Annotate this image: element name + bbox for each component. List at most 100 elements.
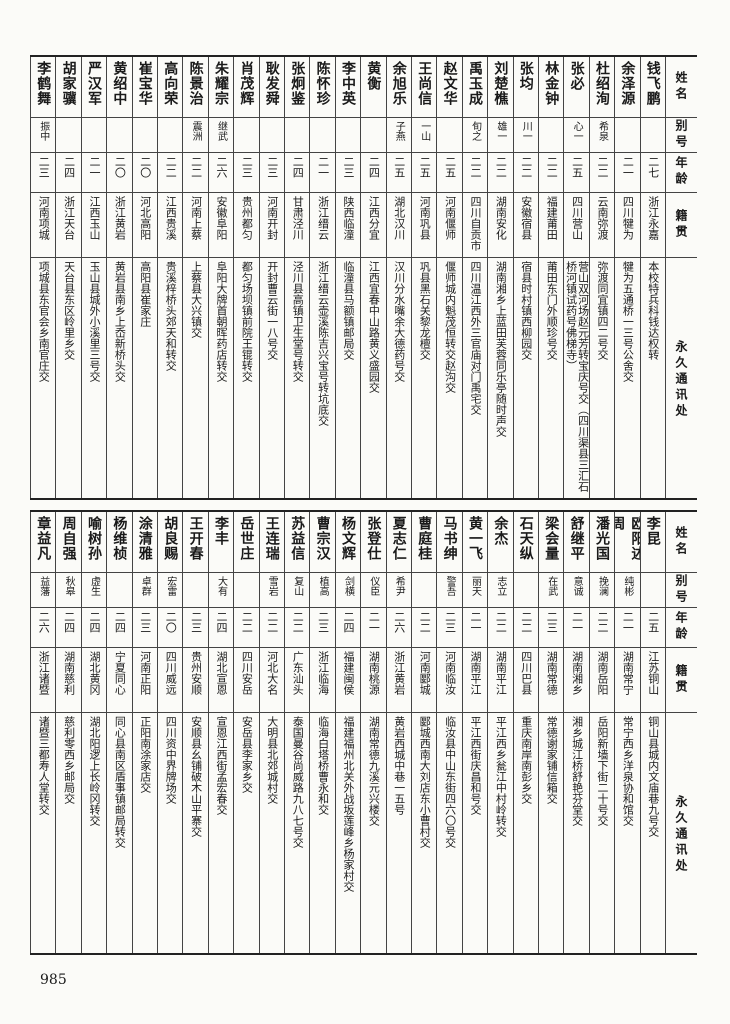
person-column: 欧阳述周 纯彬 二一 湖南常宁 常宁西乡洋泉协和馆交 xyxy=(614,512,640,953)
row-divider xyxy=(285,257,310,258)
row-divider xyxy=(158,572,183,573)
row-divider xyxy=(158,257,183,258)
address: 宣恩江西街孟宏春交 xyxy=(215,716,228,815)
person-name: 肖茂辉 xyxy=(238,61,255,106)
age: 二六 xyxy=(215,156,228,178)
native-place: 四川安岳 xyxy=(240,651,254,695)
row-divider xyxy=(234,192,259,193)
address: 福建福州北关外战坂莲峰乡杨家村交 xyxy=(342,716,355,892)
address: 岳阳新墙下街二十号交 xyxy=(596,716,609,826)
row-divider xyxy=(31,712,56,713)
row-divider xyxy=(564,607,589,608)
person-name: 李鹤舞 xyxy=(35,61,52,106)
person-column: 钱飞鹏 二七 浙江永嘉 本校特兵科钱达权转 xyxy=(639,57,665,498)
address: 湖南湘乡上蓝田芙蓉同乐亭随时声交 xyxy=(494,261,508,437)
row-divider xyxy=(285,607,310,608)
row-divider xyxy=(335,572,361,573)
person-column: 潘光国 挽澜 二二 湖南岳阳 岳阳新墙下街二十号交 xyxy=(588,512,615,953)
address: 同心县南区盾事镇邮局转交 xyxy=(113,716,127,848)
age: 二六 xyxy=(392,611,406,633)
row-divider xyxy=(183,257,208,258)
age: 二七 xyxy=(646,156,660,178)
row-divider xyxy=(437,572,462,573)
alias: 仪臣 xyxy=(367,576,379,596)
row-divider xyxy=(539,647,564,648)
alias: 心一 xyxy=(571,121,583,141)
row-divider xyxy=(666,712,697,713)
native-place: 湖南岳阳 xyxy=(596,651,609,695)
row-divider xyxy=(183,712,208,713)
age: 二四 xyxy=(88,611,101,633)
row-divider xyxy=(386,117,411,118)
row-divider xyxy=(107,152,132,153)
row-divider xyxy=(310,257,335,258)
row-divider xyxy=(132,572,157,573)
row-divider xyxy=(462,152,488,153)
age: 二五 xyxy=(418,156,432,178)
row-divider xyxy=(335,712,361,713)
age: 二四 xyxy=(342,611,355,633)
person-column: 林金钟 二二 福建莆田 莆田东门外顺珍号交 xyxy=(538,57,564,498)
row-divider xyxy=(564,257,589,258)
row-divider xyxy=(412,192,437,193)
address: 郾城西南大刘店东小曹村交 xyxy=(418,716,432,848)
alias: 秋皋 xyxy=(63,576,75,596)
person-column: 余杰 志立 二二 湖南平江 平江西乡瓮江中村岭转交 xyxy=(487,512,513,953)
native-place: 浙江永嘉 xyxy=(646,196,660,240)
person-column: 陈怀珍 二一 浙江缙云 浙江缙云壶溪陈吉兴宝号转坑底交 xyxy=(309,57,335,498)
row-divider xyxy=(361,117,386,118)
person-column: 胡良赐 宏雷 二〇 四川威远 四川资中界牌场交 xyxy=(157,512,183,953)
native-place: 四川犍为 xyxy=(621,196,635,240)
person-name: 张炯鉴 xyxy=(289,61,306,106)
native-place: 浙江黄岩 xyxy=(392,651,406,695)
alias: 复山 xyxy=(291,576,303,596)
age: 二〇 xyxy=(138,156,152,178)
row-divider xyxy=(666,117,697,118)
row-divider xyxy=(56,607,81,608)
row-divider xyxy=(335,607,361,608)
row-divider xyxy=(259,607,284,608)
address: 常德谢家铺信箱交 xyxy=(545,716,559,804)
person-name: 石天纵 xyxy=(517,516,534,561)
row-divider xyxy=(107,192,132,193)
row-divider xyxy=(234,152,259,153)
age: 二四 xyxy=(367,156,381,178)
row-divider xyxy=(361,152,386,153)
row-divider xyxy=(208,607,234,608)
person-name: 李中英 xyxy=(340,61,356,106)
person-name: 李丰 xyxy=(213,516,229,546)
row-divider xyxy=(158,117,183,118)
roster-table: 姓名 别号 年龄 籍贯 永久通讯处 钱飞鹏 二七 浙江永嘉 本校特兵科钱达权转 余泽源 二一 四川犍为… xyxy=(30,55,697,500)
row-divider xyxy=(81,647,107,648)
person-column: 崔宝华 二〇 河北高阳 高阳县崔家庄 xyxy=(131,57,157,498)
age: 二二 xyxy=(596,156,609,178)
person-column: 杨文辉 剑横 二四 福建闽侯 福建福州北关外战坂莲峰乡杨家村交 xyxy=(334,512,361,953)
row-divider xyxy=(437,607,462,608)
address: 黄岩县南乡上岙新桥头交 xyxy=(113,261,127,382)
row-divider xyxy=(361,647,386,648)
row-divider xyxy=(234,647,259,648)
person-column: 严汉军 二一 江西玉山 玉山县城外小溪里三号交 xyxy=(80,57,107,498)
address: 湖北阳逻上长岭冈转交 xyxy=(88,716,101,826)
row-divider xyxy=(208,117,234,118)
person-column: 岳世庄 二二 四川安岳 安岳县李家乡交 xyxy=(233,512,259,953)
address: 临海白塔桥曹永和交 xyxy=(316,716,330,815)
address: 诸暨三都寿人堂转交 xyxy=(37,716,51,815)
person-column: 朱耀宗 继武 二六 安徽阜阳 阜阳大牌首朝晖药店转交 xyxy=(207,57,234,498)
row-divider xyxy=(31,572,56,573)
person-column: 张登仕 仪臣 二一 湖南桃源 湖南常德九溪元兴楼交 xyxy=(360,512,386,953)
alias: 虚生 xyxy=(88,576,100,596)
native-place: 湖北黄冈 xyxy=(88,651,101,695)
roster-table: 姓名 别号 年龄 籍贯 永久通讯处 李昆 二五 江苏铜山 铜山县城内文庙巷九号交 欧阳述周 纯彬 二一… xyxy=(30,510,697,955)
address: 莆田东门外顺珍号交 xyxy=(545,261,559,360)
row-divider xyxy=(56,152,81,153)
person-name: 禹玉成 xyxy=(467,61,483,106)
row-divider xyxy=(158,647,183,648)
person-name: 严汉军 xyxy=(86,61,102,106)
alias: 宏雷 xyxy=(164,576,176,596)
row-divider xyxy=(132,117,157,118)
native-place: 浙江临海 xyxy=(316,651,330,695)
native-place: 湖南桃源 xyxy=(367,651,381,695)
native-place: 宁夏同心 xyxy=(113,651,127,695)
